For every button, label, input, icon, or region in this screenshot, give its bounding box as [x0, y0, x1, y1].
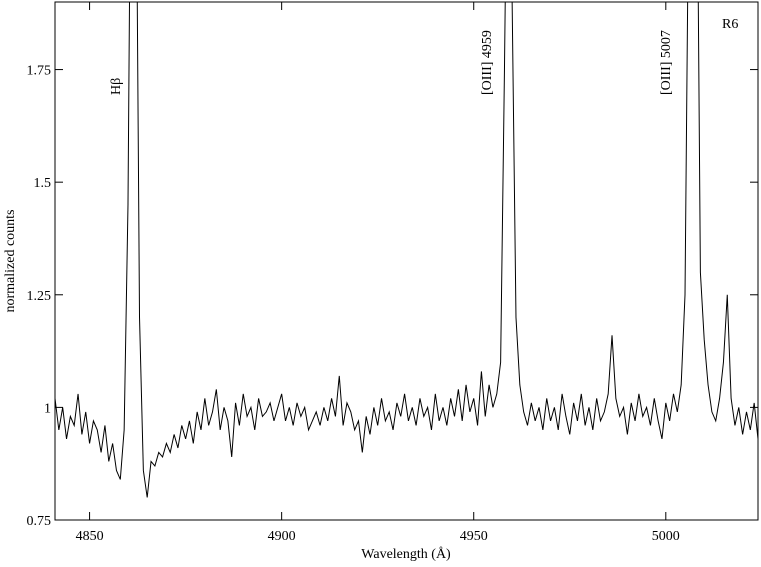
- annotation: [OIII] 4959: [480, 30, 495, 95]
- x-tick-label: 5000: [652, 529, 680, 544]
- y-tick-label: 1: [44, 401, 51, 416]
- y-tick-label: 1.25: [27, 289, 52, 304]
- x-tick-label: 4850: [76, 529, 104, 544]
- y-tick-label: 1.5: [34, 176, 52, 191]
- spectrum-line: [55, 2, 758, 498]
- plot-frame: [54, 1, 759, 521]
- y-tick-label: 1.75: [27, 64, 52, 79]
- x-tick-label: 4950: [460, 529, 488, 544]
- annotation: Hβ: [109, 78, 124, 95]
- x-tick-label: 4900: [268, 529, 296, 544]
- y-tick-label: 0.75: [27, 514, 52, 529]
- y-axis-label: normalized counts: [3, 209, 18, 312]
- x-axis-label: Wavelength (Å): [361, 546, 451, 562]
- annotation: R6: [722, 17, 738, 32]
- annotation: [OIII] 5007: [659, 30, 674, 95]
